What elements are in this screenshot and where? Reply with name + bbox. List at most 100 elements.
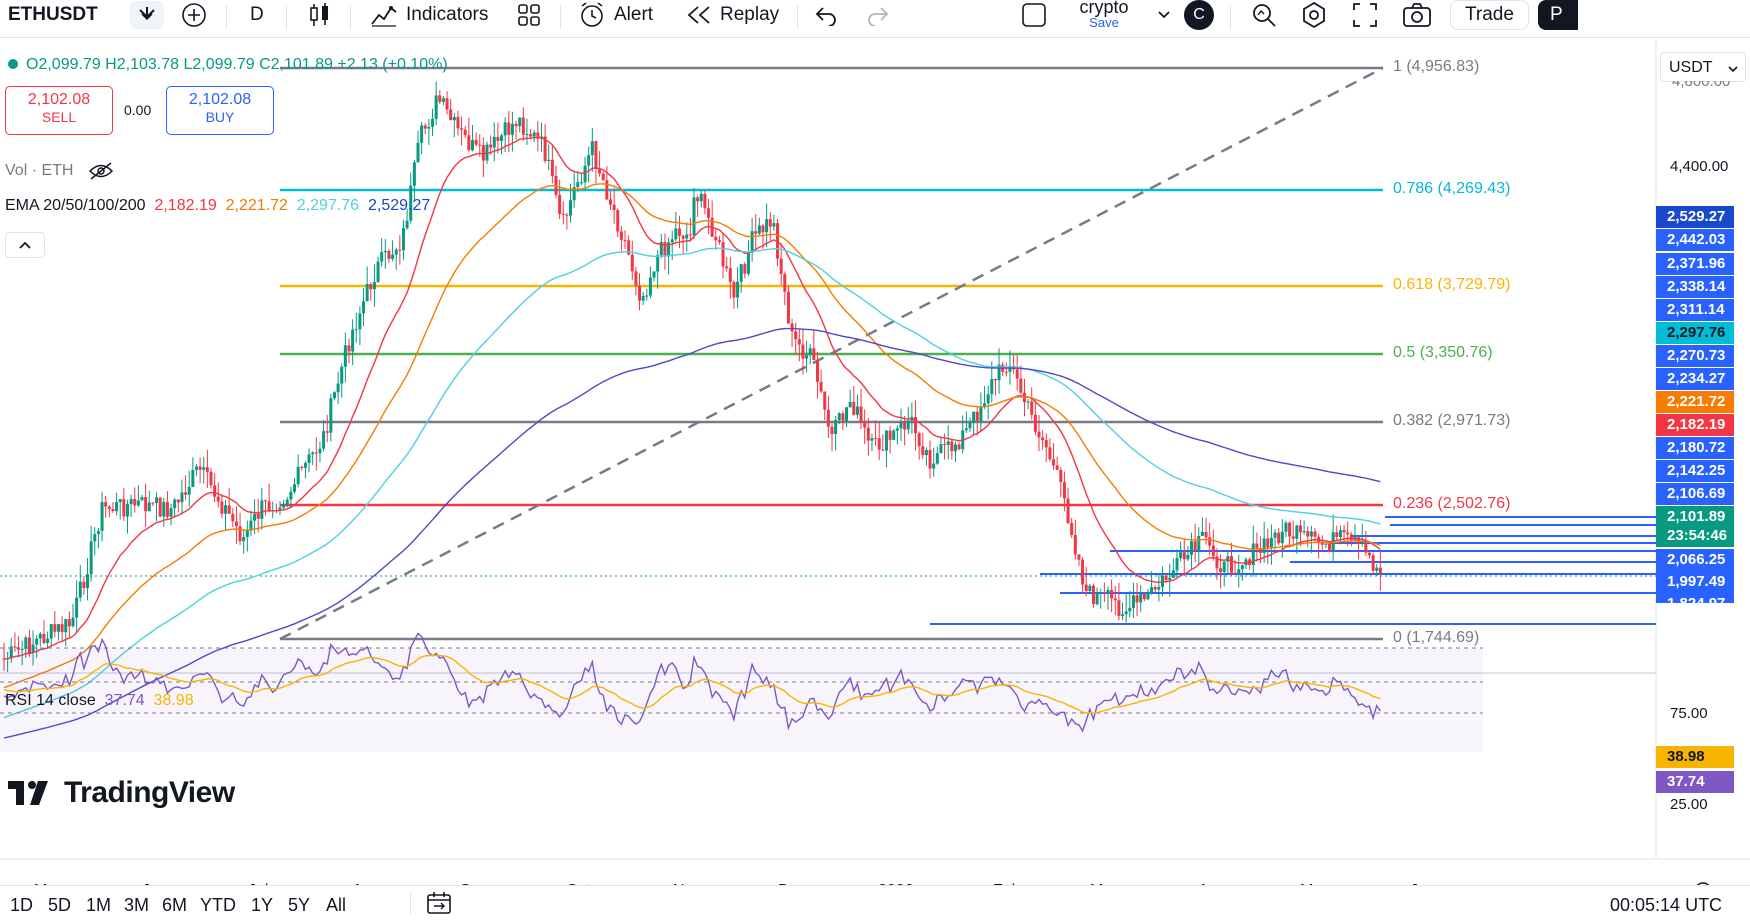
candle-body bbox=[594, 141, 598, 169]
screenshot-button[interactable] bbox=[1402, 0, 1432, 30]
trade-button[interactable]: Trade bbox=[1450, 0, 1529, 30]
timeframe-button[interactable]: 1Y bbox=[251, 895, 274, 915]
candle-body bbox=[935, 453, 939, 464]
chart-canvas[interactable] bbox=[0, 39, 1750, 899]
axis-price-tag: 2,221.72 bbox=[1656, 391, 1734, 413]
add-compare-button[interactable] bbox=[180, 0, 208, 30]
settings-button[interactable] bbox=[1300, 0, 1328, 30]
candle-body bbox=[1346, 532, 1350, 535]
layout-checkbox[interactable] bbox=[1020, 0, 1048, 30]
candle-body bbox=[972, 411, 976, 423]
undo-button[interactable] bbox=[814, 0, 838, 30]
axis-price-tag: 1,824.97 bbox=[1656, 593, 1734, 603]
candle-body bbox=[667, 242, 671, 257]
avatar[interactable]: C bbox=[1184, 0, 1214, 30]
candle-body bbox=[1266, 538, 1270, 548]
candle-body bbox=[986, 394, 990, 404]
square-icon bbox=[1022, 3, 1046, 27]
candle-body bbox=[812, 348, 816, 360]
timeframe-button[interactable]: All bbox=[326, 895, 347, 915]
candle-body bbox=[652, 271, 656, 278]
candle-body bbox=[296, 466, 300, 485]
candle-body bbox=[906, 420, 910, 430]
candle-body bbox=[1280, 531, 1284, 544]
candle-body bbox=[819, 381, 823, 392]
candle-body bbox=[441, 98, 445, 102]
candle-body bbox=[1095, 593, 1099, 605]
symbol-name: ETHUSDT bbox=[8, 4, 98, 25]
templates-button[interactable] bbox=[516, 0, 542, 30]
candle-body bbox=[1360, 541, 1364, 544]
candle-body bbox=[184, 492, 188, 495]
candle-body bbox=[1222, 561, 1226, 572]
candle-body bbox=[576, 182, 580, 188]
candle-body bbox=[681, 235, 685, 239]
tradingview-watermark: TradingView bbox=[8, 776, 235, 810]
candle-body bbox=[115, 502, 119, 512]
chart-type-button[interactable] bbox=[308, 0, 332, 30]
add-symbol-icon bbox=[139, 7, 155, 21]
candle-body bbox=[772, 223, 776, 227]
layout-save-button[interactable]: crypto Save bbox=[1060, 0, 1148, 30]
candle-body bbox=[1215, 556, 1219, 569]
candle-body bbox=[147, 502, 151, 512]
ema-legend: EMA 20/50/100/200 2,182.19 2,221.72 2,29… bbox=[5, 197, 430, 215]
candle-body bbox=[746, 252, 750, 274]
indicators-button[interactable]: Indicators bbox=[370, 0, 488, 30]
sell-button[interactable]: 2,102.08 SELL bbox=[5, 86, 113, 135]
candle-body bbox=[129, 498, 133, 505]
candle-body bbox=[529, 134, 533, 137]
candle-body bbox=[263, 500, 267, 502]
candle-body bbox=[412, 162, 416, 186]
candle-body bbox=[641, 295, 645, 301]
candle-body bbox=[293, 484, 297, 492]
replay-button[interactable]: Replay bbox=[686, 0, 779, 30]
buy-button[interactable]: 2,102.08 BUY bbox=[166, 86, 274, 135]
timeframe-button[interactable]: 6M bbox=[162, 895, 188, 915]
quick-search-button[interactable] bbox=[1250, 0, 1278, 30]
hide-eye-icon[interactable] bbox=[88, 162, 114, 180]
symbol-search[interactable]: ETHUSDT bbox=[8, 0, 98, 30]
interval-button[interactable]: D bbox=[250, 0, 264, 30]
candle-body bbox=[677, 228, 681, 236]
candle-body bbox=[187, 486, 191, 495]
candle-body bbox=[420, 125, 424, 143]
fullscreen-button[interactable] bbox=[1352, 0, 1378, 30]
alert-button[interactable]: Alert bbox=[578, 0, 653, 30]
timeframe-button[interactable]: YTD bbox=[200, 895, 236, 915]
candle-body bbox=[1044, 440, 1048, 448]
axis-price-tag: 2,311.14 bbox=[1656, 299, 1734, 321]
currency-selector[interactable]: USDT bbox=[1660, 52, 1746, 82]
timeframe-button[interactable]: 5Y bbox=[288, 895, 311, 915]
timeframe-button[interactable]: 1D bbox=[10, 895, 34, 915]
redo-button[interactable] bbox=[866, 0, 890, 30]
candle-body bbox=[470, 139, 474, 151]
publish-button[interactable]: P bbox=[1538, 0, 1578, 30]
candle-body bbox=[1240, 565, 1244, 570]
chart-area[interactable]: O2,099.79 H2,103.78 L2,099.79 C2,101.89 … bbox=[0, 39, 1750, 900]
timeframe-button[interactable]: 5D bbox=[48, 895, 72, 915]
compare-button[interactable] bbox=[130, 1, 164, 29]
collapse-legend-button[interactable] bbox=[5, 232, 45, 258]
utc-clock[interactable]: 00:05:14 UTC bbox=[1610, 895, 1723, 915]
ema20-value: 2,182.19 bbox=[154, 197, 217, 214]
candle-body bbox=[1233, 572, 1237, 575]
candle-body bbox=[674, 228, 678, 240]
candle-body bbox=[1179, 552, 1183, 558]
candle-body bbox=[572, 187, 576, 201]
candle-body bbox=[82, 581, 86, 588]
go-to-date-button[interactable] bbox=[424, 890, 454, 921]
candle-body bbox=[1121, 614, 1125, 616]
layout-save-label: Save bbox=[1089, 15, 1119, 30]
candle-body bbox=[536, 132, 540, 139]
timeframe-button[interactable]: 1M bbox=[86, 895, 112, 915]
timeframe-button[interactable]: 3M bbox=[124, 895, 150, 915]
candle-body bbox=[481, 145, 485, 161]
layout-menu-button[interactable] bbox=[1156, 0, 1172, 30]
candle-body bbox=[834, 420, 838, 435]
candle-body bbox=[1131, 595, 1135, 608]
candle-body bbox=[238, 526, 242, 542]
candle-body bbox=[1139, 593, 1143, 603]
candle-body bbox=[1077, 554, 1081, 560]
candle-body bbox=[180, 492, 184, 503]
